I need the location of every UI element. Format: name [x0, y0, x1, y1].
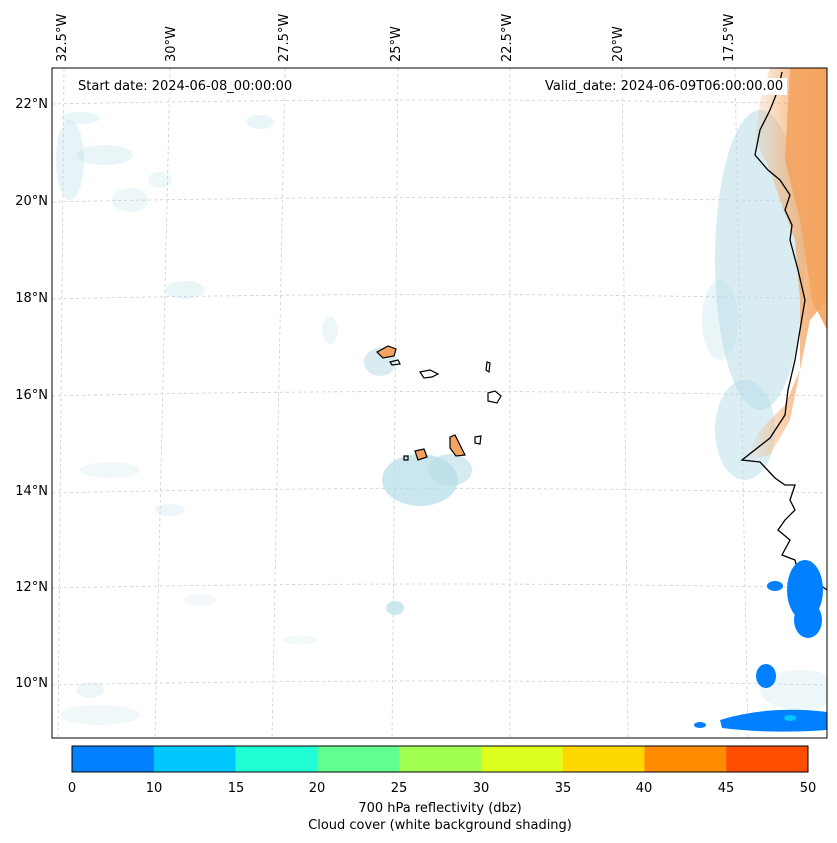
- colorbar-block: [644, 746, 727, 772]
- orange-reflectivity-core: [785, 68, 827, 330]
- lon-label-25w: 25°W: [389, 26, 404, 62]
- island-brava: [403, 455, 409, 461]
- start-date-label: Start date: 2024-06-08_00:00:00: [74, 78, 297, 95]
- lat-label-16n: 16°N: [15, 388, 48, 403]
- coastline: [740, 71, 827, 591]
- colorbar-tick: 10: [145, 781, 163, 796]
- colorbar-tick: 30: [472, 781, 490, 796]
- colorbar-sublabel: Cloud cover (white background shading): [308, 818, 572, 833]
- lon-label-17-5w: 17.5°W: [722, 13, 737, 62]
- valid-date-label: Valid_date: 2024-06-09T06:00:00.00: [541, 78, 788, 95]
- island-santiago: [449, 434, 466, 457]
- island-maio: [474, 435, 482, 445]
- africa-coast: [740, 68, 827, 591]
- colorbar: [71, 745, 809, 773]
- island-sal: [485, 361, 491, 374]
- low-reflectivity-areas: [694, 560, 827, 732]
- island-sao-nicolau: [419, 369, 440, 379]
- colorbar-label: 700 hPa reflectivity (dbz): [358, 801, 522, 816]
- island-boa-vista: [487, 390, 502, 404]
- colorbar-tick: 20: [308, 781, 326, 796]
- colorbar-block: [399, 746, 482, 772]
- lat-label-10n: 10°N: [15, 676, 48, 691]
- colorbar-block: [72, 746, 155, 772]
- map-gridlines: [52, 68, 827, 738]
- lat-label-20n: 20°N: [15, 194, 48, 209]
- map-panel: [52, 68, 827, 738]
- colorbar-block: [726, 746, 809, 772]
- lon-label-20w: 20°W: [611, 26, 626, 62]
- island-santo-antao: [376, 345, 397, 359]
- colorbar-tick: 15: [227, 781, 245, 796]
- lat-label-18n: 18°N: [15, 291, 48, 306]
- colorbar-block: [562, 746, 645, 772]
- colorbar-block: [480, 746, 564, 772]
- lon-label-32-5w: 32.5°W: [55, 13, 70, 62]
- cape-verde-islands: [376, 345, 502, 461]
- colorbar-tick: 50: [799, 781, 817, 796]
- colorbar-tick: 35: [554, 781, 572, 796]
- island-fogo: [414, 448, 428, 461]
- colorbar-block: [153, 746, 237, 772]
- island-sao-vicente: [389, 359, 401, 366]
- lon-label-30w: 30°W: [164, 26, 179, 62]
- lon-label-27-5w: 27.5°W: [277, 13, 292, 62]
- lat-label-12n: 12°N: [15, 580, 48, 595]
- colorbar-block: [235, 746, 318, 772]
- colorbar-tick: 45: [717, 781, 735, 796]
- lat-label-14n: 14°N: [15, 484, 48, 499]
- lon-label-22-5w: 22.5°W: [500, 13, 515, 62]
- lat-label-22n: 22°N: [15, 97, 48, 112]
- colorbar-block: [317, 746, 400, 772]
- colorbar-tick: 40: [635, 781, 653, 796]
- colorbar-frame: [71, 745, 809, 773]
- colorbar-tick: 0: [67, 781, 77, 796]
- map-frame: [51, 67, 828, 739]
- colorbar-tick: 25: [390, 781, 408, 796]
